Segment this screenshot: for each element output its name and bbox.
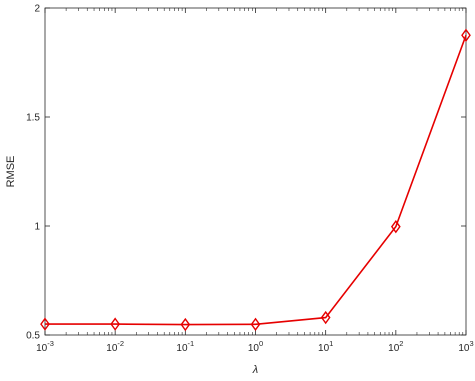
x-tick-label: 10-1	[176, 339, 194, 354]
y-tick-label: 1	[34, 222, 40, 233]
series-layer	[40, 28, 471, 332]
x-tick-label: 102	[388, 339, 403, 354]
x-tick-label-base: 10	[458, 343, 470, 354]
x-tick-label: 10-3	[36, 339, 54, 354]
x-tick-label-exponent: -3	[47, 339, 54, 348]
data-point-diamond	[180, 317, 191, 332]
x-tick-label-base: 10	[176, 343, 188, 354]
data-point-diamond	[110, 317, 121, 331]
x-tick-label-base: 10	[106, 343, 118, 354]
x-axis-label: λ	[252, 364, 258, 376]
x-tick-label-exponent: -2	[117, 339, 124, 348]
y-tick-label: 1.5	[26, 113, 40, 124]
x-tick-label-base: 10	[318, 343, 330, 354]
x-tick-label-exponent: 1	[329, 339, 333, 348]
x-tick-label-exponent: 0	[259, 339, 263, 348]
data-point-diamond	[390, 219, 401, 234]
x-tick-label: 101	[318, 339, 333, 354]
x-tick-label-base: 10	[248, 343, 260, 354]
y-tick-label: 2	[34, 4, 40, 15]
x-tick-labels: 10-3 10-2 10-1 100 101 102 103	[36, 339, 474, 354]
x-tick-label-exponent: 3	[469, 339, 473, 348]
x-tick-label-exponent: 2	[399, 339, 403, 348]
data-point-diamond	[250, 317, 261, 332]
series-line	[45, 34, 467, 326]
data-point-diamond	[320, 310, 331, 325]
y-tick-labels: 0.5 1 1.5 2	[26, 4, 40, 342]
x-tick-label: 10-2	[106, 339, 124, 354]
y-tick-label: 0.5	[26, 331, 40, 342]
x-tick-label: 103	[458, 339, 473, 354]
y-axis-label: RMSE	[5, 156, 17, 188]
x-tick-label-exponent: -1	[188, 339, 195, 348]
x-tick-label: 100	[248, 339, 263, 354]
x-tick-label-base: 10	[36, 343, 48, 354]
plot-area-frame	[44, 7, 467, 336]
x-tick-label-base: 10	[388, 343, 400, 354]
data-point-diamond	[40, 317, 50, 331]
data-point-diamond	[461, 28, 471, 42]
minor-ticks	[65, 8, 464, 335]
